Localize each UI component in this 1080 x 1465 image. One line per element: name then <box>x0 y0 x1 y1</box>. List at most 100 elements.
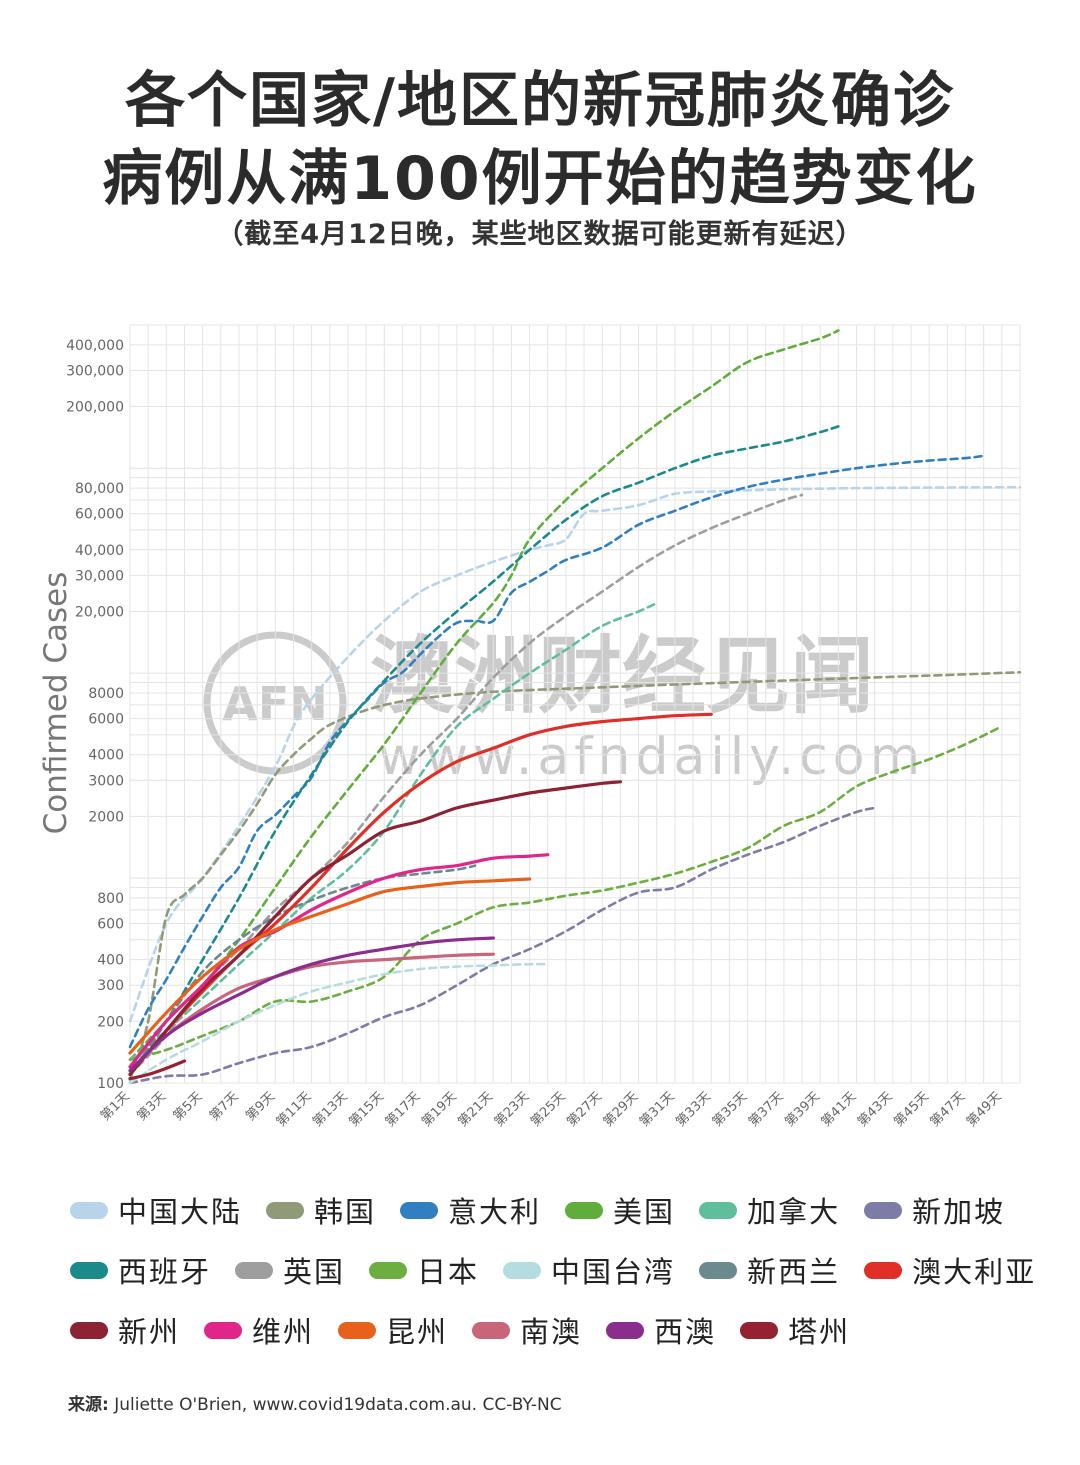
series-line <box>128 329 840 1061</box>
legend-item: 美国 <box>565 1189 675 1231</box>
y-axis-label: Confirmed Cases <box>38 572 74 835</box>
y-tick-label: 400 <box>97 953 124 969</box>
legend-item: 中国台湾 <box>503 1249 675 1291</box>
legend-swatch <box>699 1261 738 1279</box>
legend-label: 塔州 <box>788 1315 851 1349</box>
legend-label: 中国大陆 <box>118 1195 243 1229</box>
series-line <box>128 671 1022 1081</box>
x-axis: 第1天 第3天 第5天 第7天 第9天第11天第13天第15天第17天第19天第21天第… <box>98 1089 1005 1130</box>
x-tick-label: 第11天 <box>274 1089 315 1130</box>
legend-swatch <box>699 1201 738 1219</box>
series-line <box>128 454 985 1049</box>
legend-label: 加拿大 <box>747 1195 841 1229</box>
x-tick-label: 第41天 <box>819 1089 860 1130</box>
y-tick-label: 200 <box>97 1014 124 1030</box>
series-line <box>128 601 658 1061</box>
legend-label: 西班牙 <box>118 1255 212 1289</box>
series-line <box>128 725 1004 1061</box>
x-tick-label: 第43天 <box>855 1089 896 1130</box>
legend-item: 新西兰 <box>699 1249 840 1291</box>
legend-label: 维州 <box>252 1315 315 1349</box>
legend-swatch <box>606 1321 645 1339</box>
x-tick-label: 第47天 <box>928 1089 969 1130</box>
legend-swatch <box>400 1201 439 1219</box>
legend-label: 英国 <box>283 1255 346 1289</box>
x-tick-label: 第7天 <box>207 1089 242 1124</box>
chart-title-line1: 各个国家/地区的新冠肺炎确诊 <box>125 66 955 136</box>
legend-label: 昆州 <box>386 1315 449 1349</box>
legend-label: 新州 <box>118 1315 181 1349</box>
legend-label: 日本 <box>417 1255 480 1289</box>
x-tick-label: 第3天 <box>134 1089 169 1124</box>
legend-item: 西班牙 <box>70 1249 211 1291</box>
y-tick-label: 4000 <box>88 748 124 764</box>
legend-item: 昆州 <box>338 1309 448 1351</box>
source-label: 来源: <box>68 1395 109 1415</box>
watermark-name: 澳洲财经见闻 <box>370 627 874 725</box>
legend-item: 中国大陆 <box>70 1189 242 1231</box>
series-line <box>128 806 876 1085</box>
legend-item: 南澳 <box>472 1309 582 1351</box>
legend-item: 西澳 <box>606 1309 716 1351</box>
legend-swatch <box>235 1261 274 1279</box>
y-tick-label: 600 <box>97 917 124 933</box>
legend-item: 加拿大 <box>699 1189 840 1231</box>
x-tick-label: 第1天 <box>98 1089 133 1124</box>
x-tick-label: 第25天 <box>528 1089 569 1130</box>
chart-series <box>128 329 1022 1085</box>
legend-label: 韩国 <box>314 1195 377 1229</box>
watermark: AFN 澳洲财经见闻 www.afndaily.com <box>203 627 925 787</box>
legend-swatch <box>503 1261 542 1279</box>
series-line <box>128 936 495 1073</box>
source-note: 来源: Juliette O'Brien, www.covid19data.co… <box>68 1390 562 1415</box>
y-tick-label: 100 <box>97 1076 124 1092</box>
y-tick-label: 60,000 <box>75 507 124 523</box>
legend-label: 南澳 <box>520 1315 583 1349</box>
legend-label: 意大利 <box>448 1195 542 1229</box>
legend-row: 新州 维州 昆州 南澳 西澳 塔州 <box>70 1300 1050 1360</box>
y-tick-label: 6000 <box>88 712 124 728</box>
y-tick-label: 800 <box>97 891 124 907</box>
legend-swatch <box>70 1321 108 1339</box>
x-tick-label: 第29天 <box>601 1089 642 1130</box>
legend-item: 澳大利亚 <box>864 1249 1036 1291</box>
series-line <box>128 962 550 1085</box>
legend-item: 塔州 <box>740 1309 850 1351</box>
legend-swatch <box>266 1201 305 1219</box>
legend-row: 中国大陆 韩国 意大利 美国 加拿大 新加坡 <box>70 1180 1050 1240</box>
x-tick-label: 第15天 <box>346 1089 387 1130</box>
legend-swatch <box>864 1261 903 1279</box>
y-axis: 100 200 300 400 600 800 2000 3000 4000 6000 8000 20… <box>66 338 124 1092</box>
legend-item: 维州 <box>204 1309 314 1351</box>
watermark-url: www.afndaily.com <box>378 727 925 787</box>
y-tick-label: 300,000 <box>66 363 124 379</box>
y-tick-label: 2000 <box>88 809 124 825</box>
series-line <box>128 1059 187 1081</box>
legend-item: 新州 <box>70 1309 180 1351</box>
x-tick-label: 第13天 <box>310 1089 351 1130</box>
x-tick-label: 第45天 <box>891 1089 932 1130</box>
x-tick-label: 第23天 <box>492 1089 533 1130</box>
legend-label: 中国台湾 <box>551 1255 676 1289</box>
chart-legend: 中国大陆 韩国 意大利 美国 加拿大 新加坡 西班牙 英国 日本 中国台湾 新西兰 澳大利亚 新州 维州 昆… <box>70 1180 1050 1360</box>
x-tick-label: 第39天 <box>782 1089 823 1130</box>
legend-label: 美国 <box>613 1195 676 1229</box>
legend-swatch <box>70 1201 108 1219</box>
series-line <box>128 780 622 1077</box>
legend-swatch <box>204 1321 243 1339</box>
y-tick-label: 3000 <box>88 773 124 789</box>
y-tick-label: 8000 <box>88 686 124 702</box>
series-line <box>128 952 495 1073</box>
x-tick-label: 第35天 <box>710 1089 751 1130</box>
legend-label: 西澳 <box>654 1315 717 1349</box>
chart-title-line2: 病例从满100例开始的趋势变化 <box>102 144 978 214</box>
legend-swatch <box>864 1201 903 1219</box>
legend-swatch <box>472 1321 511 1339</box>
chart: AFN 澳洲财经见闻 www.afndaily.com 100 200 300 400… <box>38 324 1022 1130</box>
x-tick-label: 第49天 <box>964 1089 1005 1130</box>
legend-item: 韩国 <box>266 1189 376 1231</box>
x-tick-label: 第21天 <box>455 1089 496 1130</box>
series-line <box>128 425 840 1076</box>
source-text: Juliette O'Brien, www.covid19data.com.au… <box>108 1395 562 1415</box>
x-tick-label: 第33天 <box>673 1089 714 1130</box>
